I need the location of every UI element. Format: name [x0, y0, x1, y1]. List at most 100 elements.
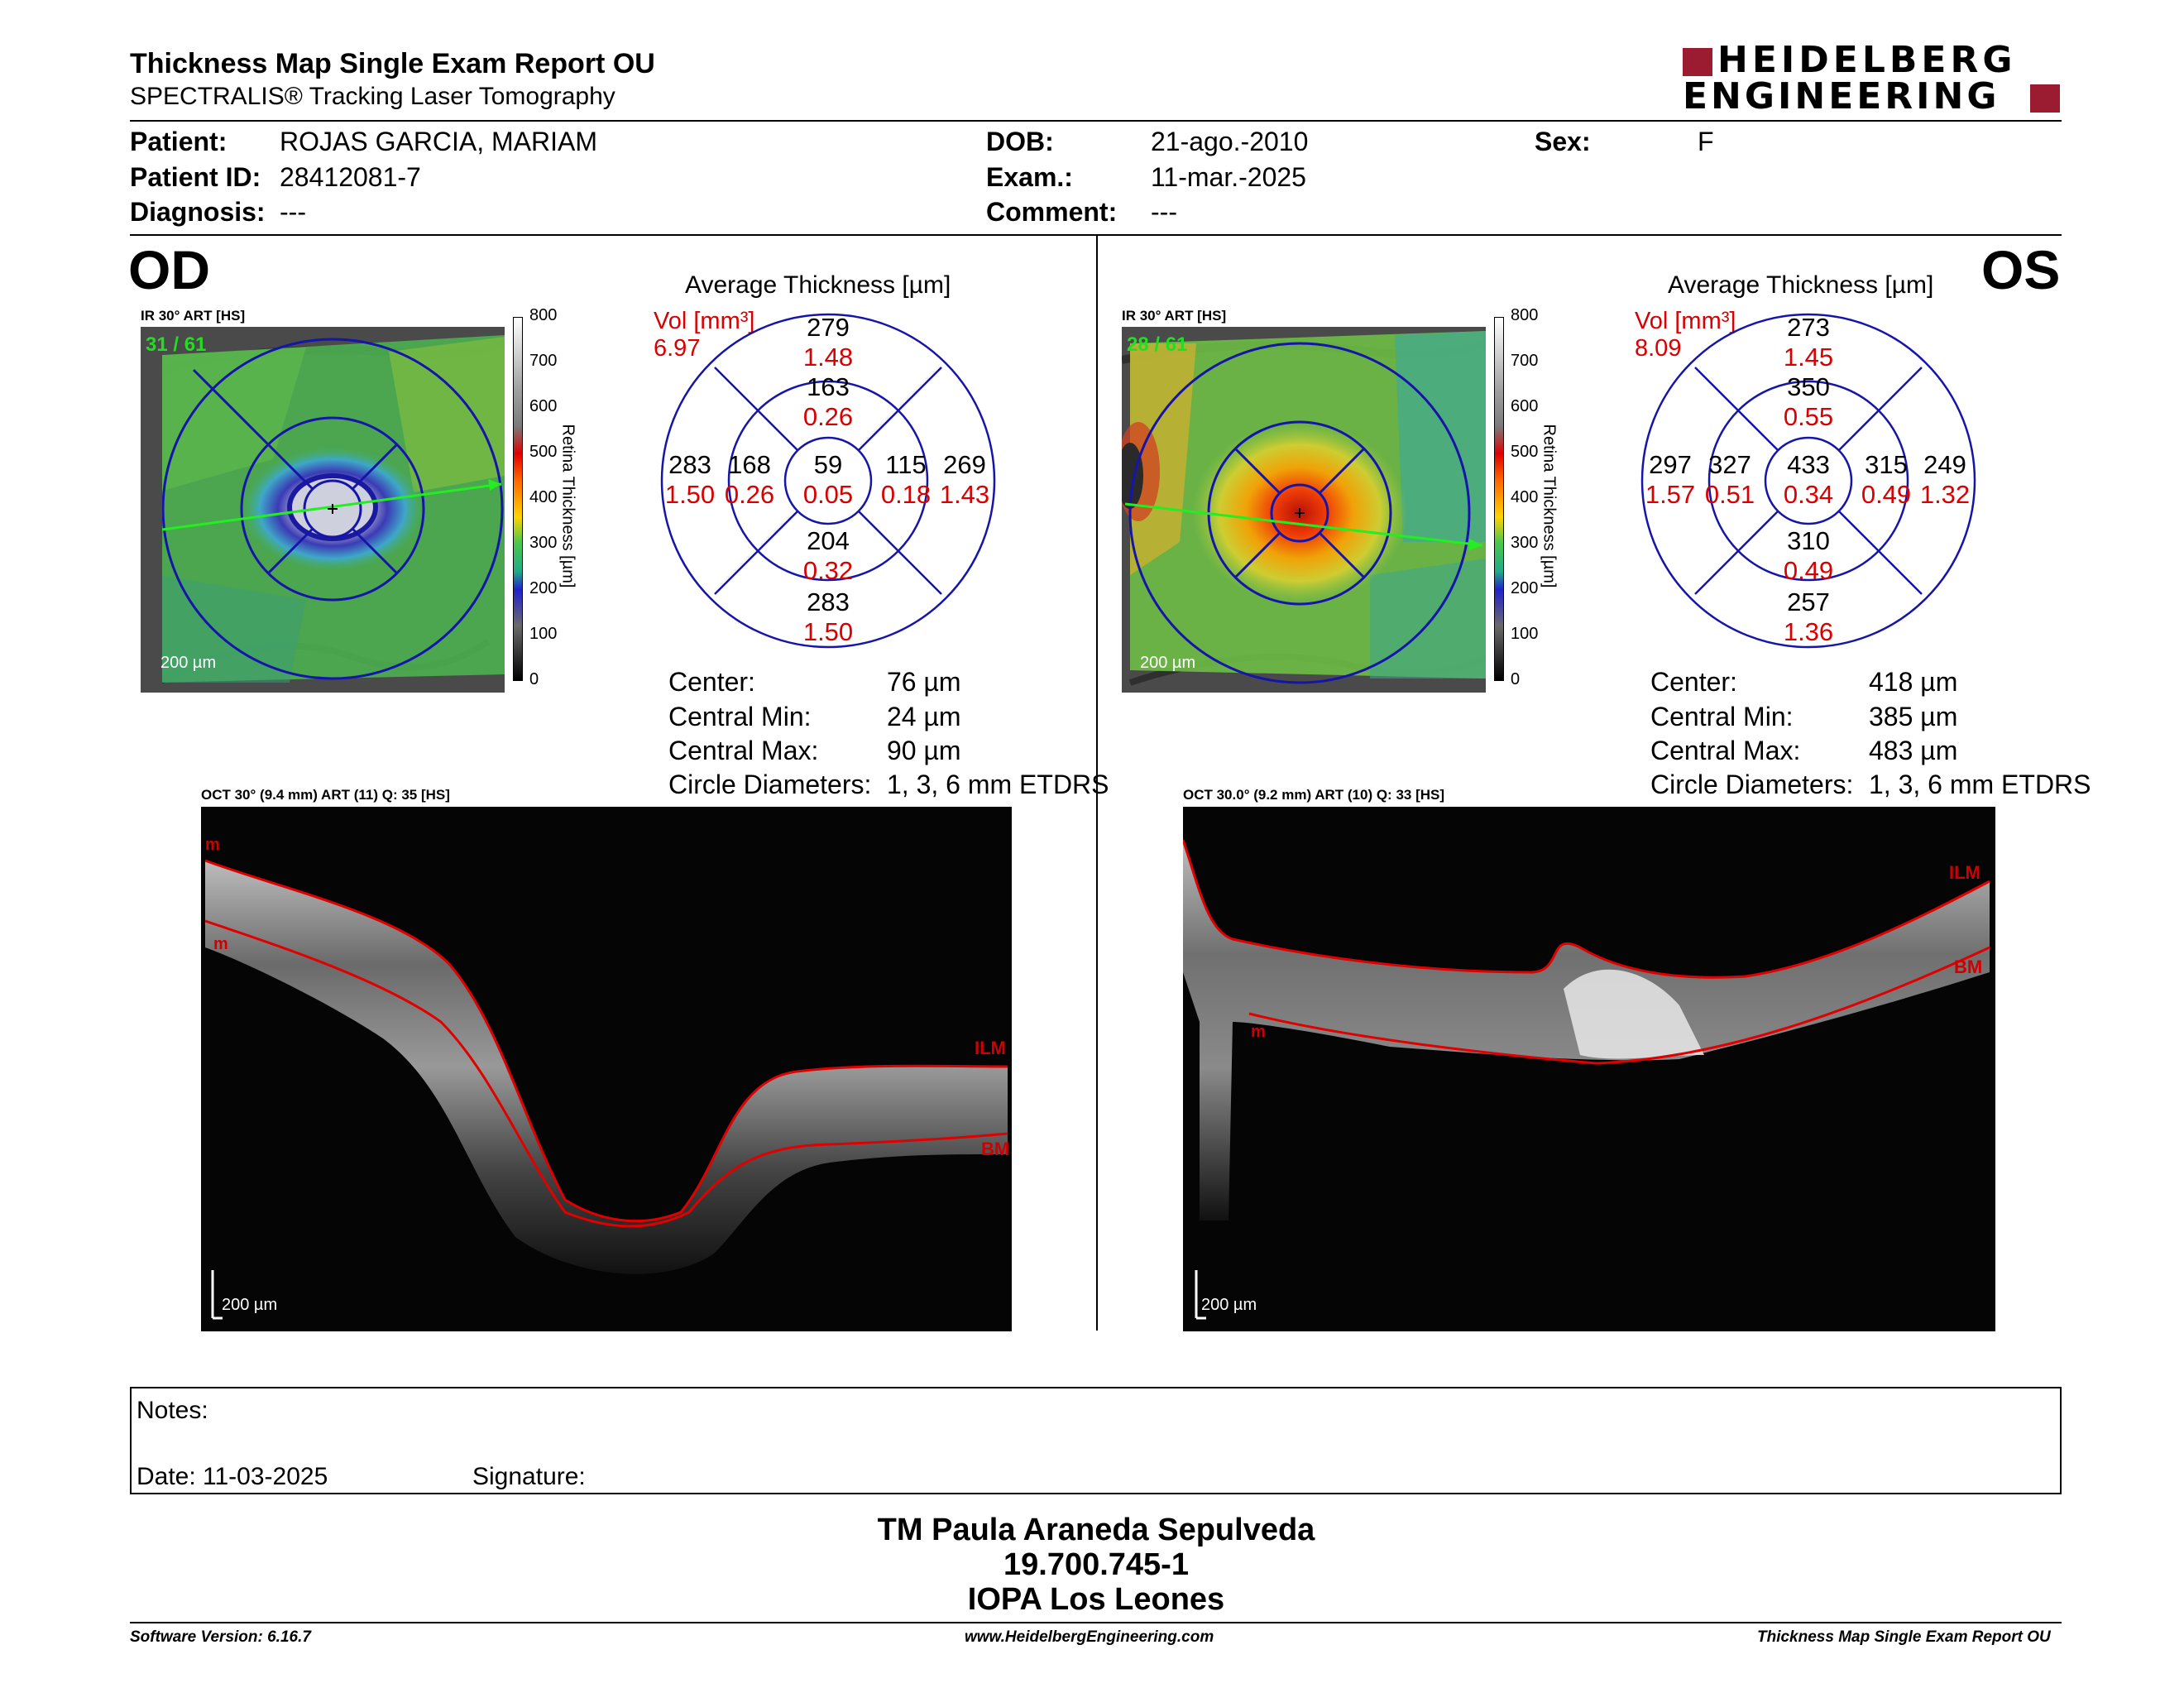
os-sector-center: 433 0.34 — [1783, 450, 1834, 509]
notes-label: Notes: — [136, 1397, 208, 1424]
comment-label: Comment: — [986, 197, 1118, 227]
od-sector-inner-inf: 204 0.32 — [802, 526, 854, 585]
dob-value: 21-ago.-2010 — [1151, 127, 1309, 156]
os-vol-label: Vol [mm³] — [1635, 308, 1736, 334]
signature-institution: IOPA Los Leones — [967, 1582, 1225, 1617]
od-oct-label-bm: BM — [981, 1139, 1010, 1159]
od-oct-label-m2: m — [213, 935, 228, 953]
od-max-label: Central Max: — [668, 736, 819, 765]
notes-signature: Signature: — [472, 1463, 586, 1490]
diagnosis-value: --- — [280, 197, 306, 227]
od-min-label: Central Min: — [668, 702, 812, 731]
sex-label: Sex: — [1535, 127, 1591, 156]
patient-name: ROJAS GARCIA, MARIAM — [280, 127, 598, 156]
os-fundus-thickness-map — [1122, 327, 1486, 693]
exam-label: Exam.: — [986, 162, 1073, 192]
patient-label: Patient: — [130, 127, 228, 156]
od-max-value: 90 µm — [887, 736, 961, 765]
footer-report-name: Thickness Map Single Exam Report OU — [1757, 1628, 2051, 1646]
signature-id: 19.700.745-1 — [1003, 1547, 1189, 1582]
os-oct-label-m1: m — [1251, 1023, 1266, 1041]
os-sector-outer-left: 297 1.57 — [1645, 450, 1696, 509]
od-diam-label: Circle Diameters: — [668, 770, 872, 799]
od-vol-label: Vol [mm³] — [654, 308, 755, 334]
footer-website[interactable]: www.HeidelbergEngineering.com — [965, 1628, 1214, 1646]
od-diam-value: 1, 3, 6 mm ETDRS — [887, 770, 1109, 799]
od-frame-counter: 31 / 61 — [146, 333, 207, 356]
dob-label: DOB: — [986, 127, 1054, 156]
os-sector-outer-inf: 257 1.36 — [1783, 587, 1834, 646]
os-color-scale-bar — [1494, 317, 1504, 681]
notes-date: Date: 11-03-2025 — [136, 1463, 328, 1490]
report-title: Thickness Map Single Exam Report OU — [130, 48, 655, 79]
patient-id-label: Patient ID: — [130, 162, 261, 192]
os-fundus-scale: 200 µm — [1140, 654, 1196, 672]
notes-box[interactable]: Notes: Date: 11-03-2025 Signature: — [130, 1387, 2062, 1494]
os-sector-inner-left: 327 0.51 — [1704, 450, 1755, 509]
od-oct-scale: 200 µm — [222, 1296, 278, 1314]
od-sector-outer-inf: 283 1.50 — [802, 587, 854, 646]
od-center-value: 76 µm — [887, 667, 961, 697]
os-ir-title: IR 30° ART [HS] — [1122, 308, 1227, 324]
os-frame-counter: 28 / 61 — [1127, 333, 1188, 356]
od-fundus-thickness-map — [141, 327, 505, 693]
heidelberg-logo: HEIDELBERG ENGINEERING — [1683, 41, 2060, 116]
os-max-value: 483 µm — [1869, 736, 1958, 765]
od-color-scale-bar — [513, 317, 523, 681]
os-oct-scale: 200 µm — [1201, 1296, 1257, 1314]
os-diam-label: Circle Diameters: — [1650, 770, 1854, 799]
eye-label-os: OS — [1981, 239, 2061, 300]
od-oct-label-ilm: ILM — [975, 1038, 1006, 1058]
os-etdrs-grid — [1640, 313, 1976, 649]
od-min-value: 24 µm — [887, 702, 961, 731]
od-etdrs-grid — [660, 313, 996, 649]
os-sector-inner-sup: 350 0.55 — [1783, 372, 1834, 431]
od-sector-inner-left: 168 0.26 — [724, 450, 775, 509]
os-vol-value: 8.09 — [1635, 335, 1682, 362]
patient-id: 28412081-7 — [280, 162, 421, 192]
od-vol-value: 6.97 — [654, 335, 701, 362]
os-min-label: Central Min: — [1650, 702, 1794, 731]
od-center-label: Center: — [668, 667, 755, 697]
od-sector-outer-sup: 279 1.48 — [802, 313, 854, 372]
report-subtitle: SPECTRALIS® Tracking Laser Tomography — [130, 83, 615, 110]
os-center-label: Center: — [1650, 667, 1737, 697]
sex-value: F — [1698, 127, 1714, 156]
os-max-label: Central Max: — [1650, 736, 1801, 765]
os-oct-label-bm: BM — [1954, 957, 1983, 977]
od-avg-thickness-title: Average Thickness [µm] — [685, 271, 951, 299]
signature-name: TM Paula Araneda Sepulveda — [877, 1513, 1315, 1547]
exam-value: 11-mar.-2025 — [1151, 162, 1306, 192]
footer-divider — [130, 1622, 2062, 1623]
od-fundus-scale: 200 µm — [160, 654, 217, 672]
comment-value: --- — [1151, 197, 1177, 227]
eye-label-od: OD — [128, 239, 210, 300]
eye-divider — [1096, 236, 1098, 1331]
od-ir-title: IR 30° ART [HS] — [141, 308, 246, 324]
od-oct-title: OCT 30° (9.4 mm) ART (11) Q: 35 [HS] — [201, 787, 450, 803]
os-color-scale-ticks: 800 700 600 500 400 300 200 100 0 — [1511, 306, 1539, 688]
os-sector-outer-sup: 273 1.45 — [1783, 313, 1834, 372]
os-color-scale-label: Retina Thickness [µm] — [1540, 424, 1559, 588]
os-sector-outer-right: 249 1.32 — [1919, 450, 1971, 509]
os-center-value: 418 µm — [1869, 667, 1958, 697]
patient-divider — [130, 234, 2062, 236]
os-oct-title: OCT 30.0° (9.2 mm) ART (10) Q: 33 [HS] — [1183, 787, 1445, 803]
od-oct-bscan — [201, 807, 1012, 1331]
od-color-scale-ticks: 800 700 600 500 400 300 200 100 0 — [529, 306, 558, 688]
os-oct-label-ilm: ILM — [1949, 862, 1980, 883]
od-color-scale-label: Retina Thickness [µm] — [558, 424, 577, 588]
od-sector-outer-right: 269 1.43 — [939, 450, 990, 509]
os-sector-inner-inf: 310 0.49 — [1783, 526, 1834, 585]
diagnosis-label: Diagnosis: — [130, 197, 266, 227]
od-oct-label-m1: m — [205, 836, 220, 854]
header-divider — [130, 120, 2062, 122]
od-sector-inner-sup: 163 0.26 — [802, 372, 854, 431]
os-avg-thickness-title: Average Thickness [µm] — [1668, 271, 1934, 299]
logo-line1: HEIDELBERG — [1717, 39, 2017, 81]
od-sector-outer-left: 283 1.50 — [664, 450, 716, 509]
os-diam-value: 1, 3, 6 mm ETDRS — [1869, 770, 2091, 799]
od-sector-center: 59 0.05 — [802, 450, 854, 509]
os-sector-inner-right: 315 0.49 — [1861, 450, 1912, 509]
footer-software: Software Version: 6.16.7 — [130, 1628, 311, 1646]
